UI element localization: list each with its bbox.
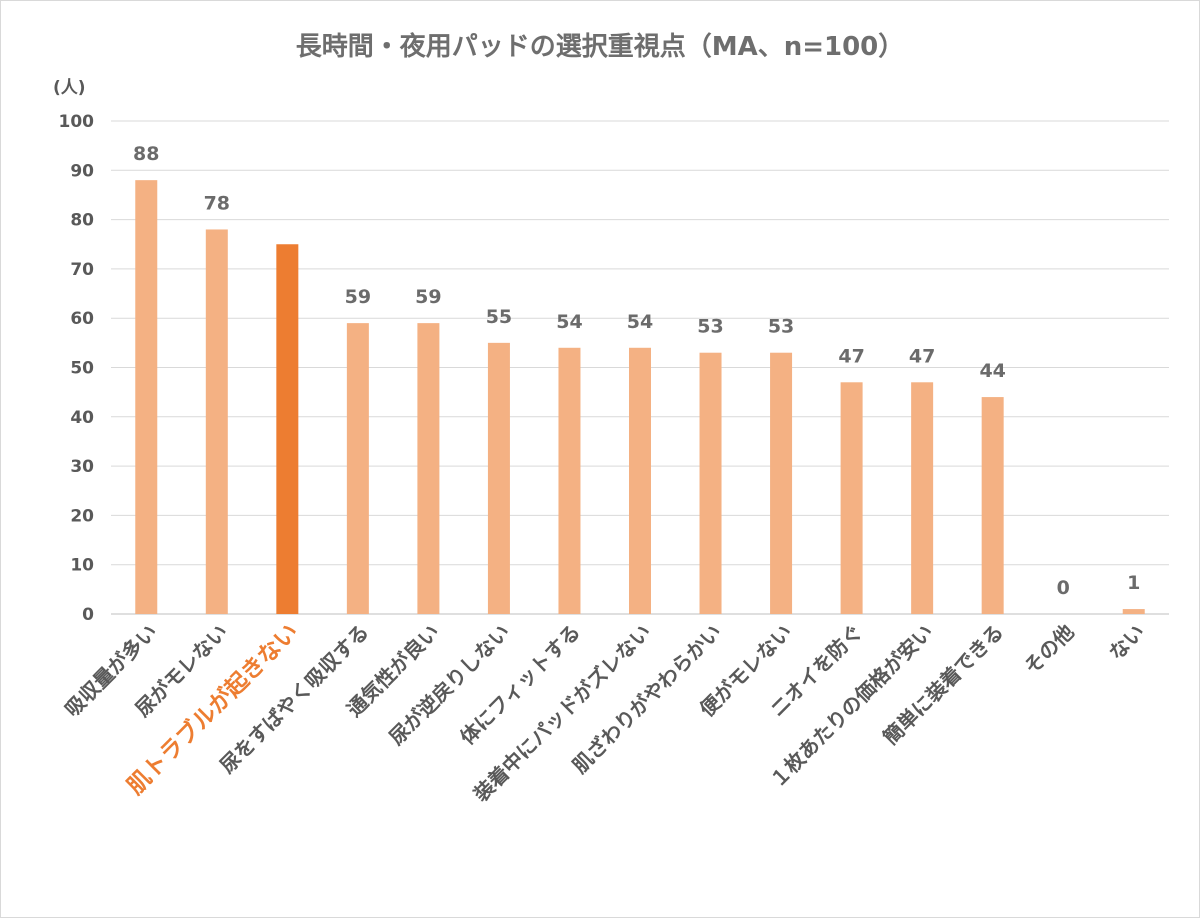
y-axis-ticks: 0 10 20 30 40 50 60 70 80 90 100 bbox=[59, 112, 95, 625]
y-tick-label: 80 bbox=[70, 211, 94, 231]
y-tick-label: 30 bbox=[70, 457, 94, 477]
bar bbox=[276, 244, 299, 614]
data-labels: 88 78 59 59 55 54 54 53 53 47 47 44 0 1 bbox=[133, 143, 1140, 599]
bar bbox=[699, 352, 722, 614]
data-label: 55 bbox=[486, 306, 512, 328]
x-tick-label: その他 bbox=[1019, 620, 1078, 679]
bar bbox=[840, 382, 863, 614]
y-axis-unit-label: (人) bbox=[53, 78, 86, 98]
y-tick-label: 20 bbox=[70, 506, 94, 526]
bar bbox=[629, 347, 651, 614]
bar bbox=[205, 229, 228, 614]
chart-title: 長時間・夜用パッドの選択重視点（MA、n=100） bbox=[296, 31, 905, 62]
x-tick-label: 体にフィットする bbox=[455, 620, 585, 750]
data-label: 59 bbox=[345, 286, 371, 308]
y-tick-label: 40 bbox=[70, 408, 94, 428]
data-label: 47 bbox=[909, 345, 935, 367]
bar bbox=[487, 342, 510, 614]
bar bbox=[135, 180, 158, 614]
bar bbox=[417, 323, 440, 614]
y-tick-label: 10 bbox=[70, 556, 94, 576]
x-tick-label: 尿が逆戻りしない bbox=[384, 620, 514, 750]
bar bbox=[346, 323, 369, 614]
data-label: 1 bbox=[1127, 572, 1140, 594]
y-tick-label: 100 bbox=[59, 112, 95, 132]
data-label: 53 bbox=[697, 316, 723, 338]
bar bbox=[981, 397, 1004, 614]
x-axis-labels: 吸収量が多い尿がモレない肌トラブルが起きない尿をすばやく吸収する通気性が良い尿が… bbox=[60, 618, 1149, 807]
bars bbox=[135, 180, 1145, 614]
data-label: 78 bbox=[204, 192, 230, 214]
data-label: 53 bbox=[768, 316, 794, 338]
bar bbox=[770, 352, 793, 614]
bar bbox=[558, 347, 581, 614]
bar bbox=[1122, 609, 1145, 614]
y-tick-label: 90 bbox=[70, 161, 94, 181]
data-label: 54 bbox=[627, 311, 653, 333]
y-tick-label: 50 bbox=[70, 359, 94, 379]
y-tick-label: 70 bbox=[70, 260, 94, 280]
y-tick-label: 60 bbox=[70, 309, 94, 329]
x-tick-label: ない bbox=[1104, 620, 1149, 665]
data-label: 88 bbox=[133, 143, 159, 165]
data-label: 0 bbox=[1057, 577, 1070, 599]
data-label: 44 bbox=[979, 360, 1005, 382]
x-tick-label: 簡単に装着できる bbox=[878, 620, 1008, 750]
bar bbox=[911, 382, 934, 614]
y-tick-label: 0 bbox=[82, 605, 94, 625]
data-label: 47 bbox=[838, 345, 864, 367]
data-label: 59 bbox=[415, 286, 441, 308]
data-label: 54 bbox=[556, 311, 582, 333]
